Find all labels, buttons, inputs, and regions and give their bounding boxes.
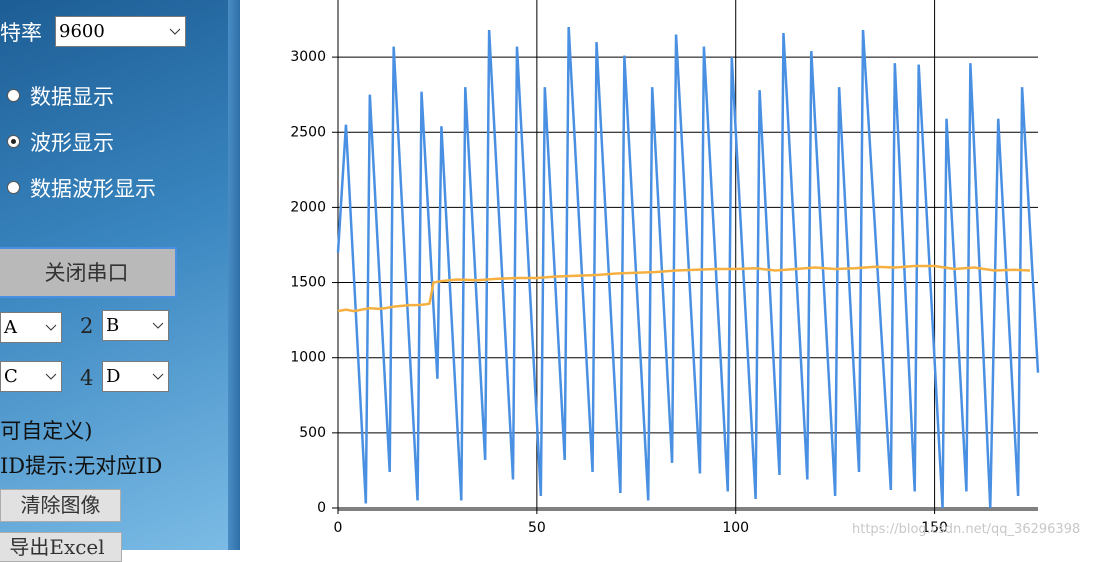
combo-arrow: [45, 373, 57, 380]
x-tick-label: 0: [334, 520, 343, 536]
radio[interactable]: [7, 89, 20, 102]
y-tick-label: 0: [317, 500, 326, 516]
x-tick-label: 150: [921, 520, 948, 536]
channel-combo[interactable]: C: [0, 361, 62, 392]
clear-button[interactable]: 清除图像: [0, 489, 121, 522]
series-line: [337, 264, 1031, 313]
channel-combo[interactable]: B: [102, 310, 169, 341]
chart: 0 500 1000 1500 2000 2500 3000 0 50 100 150: [290, 0, 1040, 536]
channel-value: B: [106, 315, 120, 336]
y-tick-label: 3000: [290, 49, 326, 65]
y-tick-label: 1000: [290, 350, 326, 366]
y-tick-label: 2500: [290, 124, 326, 140]
radio[interactable]: [7, 181, 20, 194]
radio-dot: [11, 139, 16, 144]
channel-combo[interactable]: A: [0, 312, 62, 343]
radio-label[interactable]: 数据显示: [30, 85, 114, 109]
baud-combo[interactable]: 9600: [55, 16, 186, 47]
close-port-button[interactable]: 关闭串口: [0, 247, 177, 298]
radio[interactable]: [7, 135, 20, 148]
channel-combo[interactable]: D: [102, 361, 169, 392]
combo-arrow: [45, 324, 57, 331]
custom-note: (可自定义): [0, 419, 93, 443]
series-line: [336, 26, 1040, 509]
combo-arrow: [169, 28, 181, 35]
y-tick-label: 500: [299, 425, 326, 441]
channel-value: A: [4, 317, 17, 338]
y-tick-label: 1500: [290, 275, 326, 291]
baud-label: 特率: [0, 21, 42, 45]
x-tick-label: 100: [722, 520, 749, 536]
channel-value: C: [4, 366, 18, 387]
radio-label[interactable]: 波形显示: [30, 131, 114, 155]
watermark: https://blog.csdn.net/qq_36296398: [852, 522, 1081, 537]
combo-arrow: [152, 373, 164, 380]
channel-label: 4: [80, 366, 94, 390]
id-hint: ID提示:无对应ID: [0, 454, 163, 478]
channel-value: D: [106, 366, 121, 387]
baud-value: 9600: [59, 21, 105, 42]
control-panel: 特率 9600 数据显示 波形显示 数据波形显示 关闭串口 A 2 B C 4 …: [0, 0, 240, 562]
y-tick-label: 2000: [290, 199, 326, 215]
combo-arrow: [152, 322, 164, 329]
page: 特率 9600 数据显示 波形显示 数据波形显示 关闭串口 A 2 B C 4 …: [0, 0, 1081, 562]
export-button[interactable]: 导出Excel: [0, 532, 122, 562]
radio-label[interactable]: 数据波形显示: [30, 177, 156, 201]
channel-label: 2: [80, 314, 94, 338]
panel-border: [228, 0, 240, 550]
x-tick-label: 50: [528, 520, 546, 536]
